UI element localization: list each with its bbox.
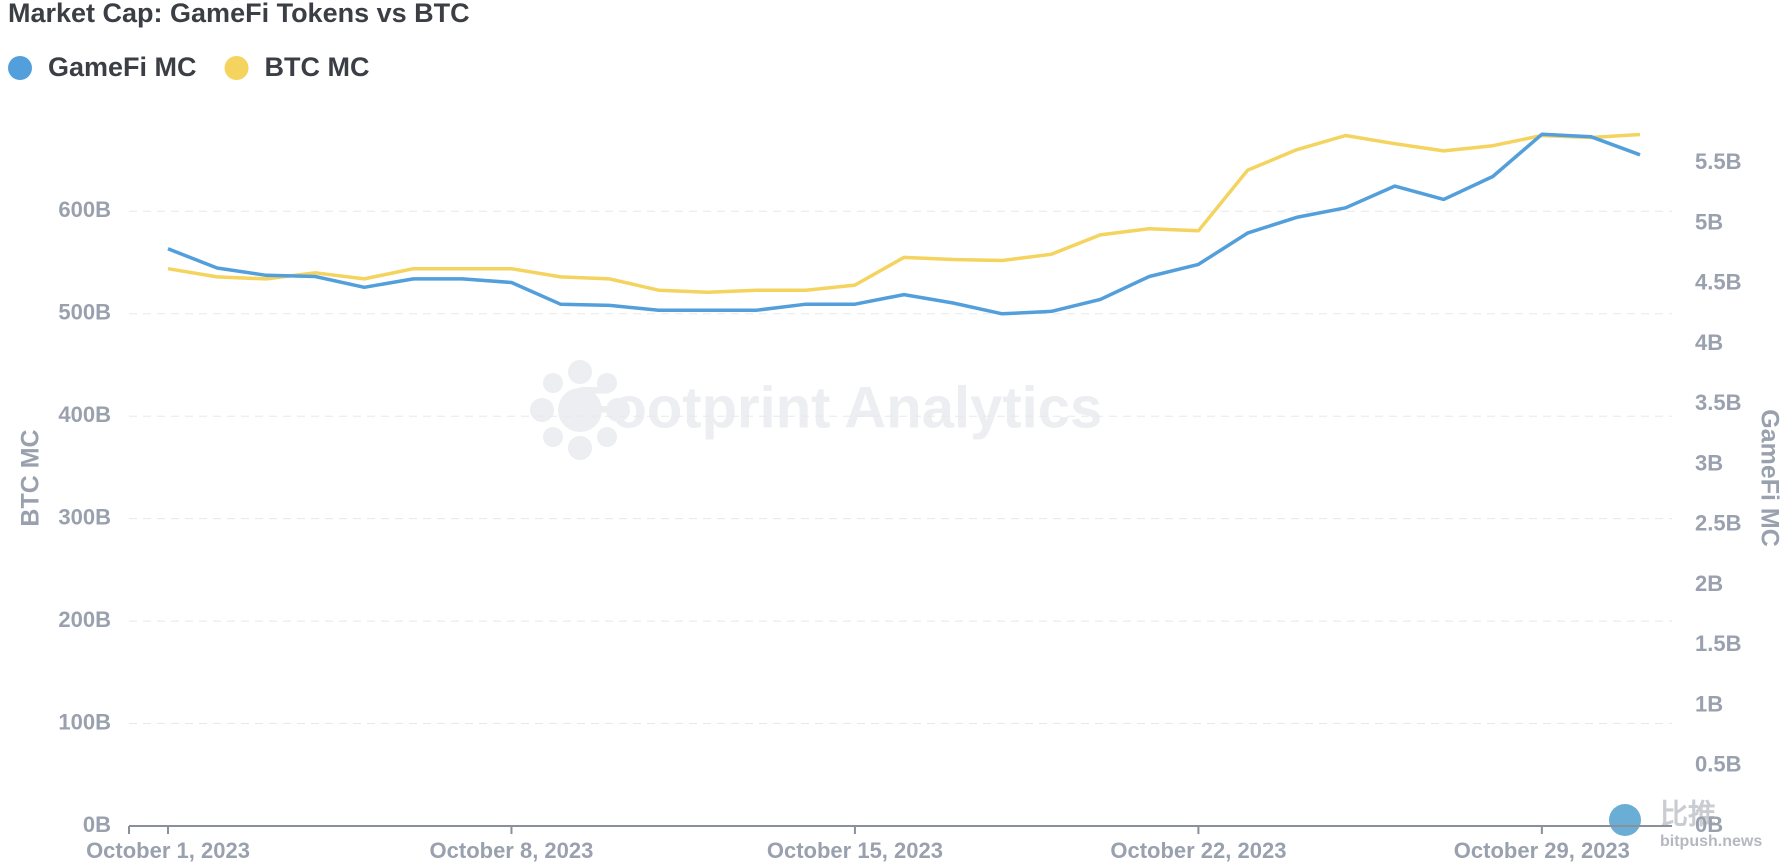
series-line [167, 132, 1641, 316]
source-url: bitpush.news [1660, 833, 1762, 850]
legend-marker [224, 56, 249, 80]
source-logo: 比推 [1660, 798, 1716, 829]
y2-tick-label: 2.5B [1695, 511, 1741, 536]
y2-tick-label: 4B [1695, 330, 1723, 355]
source-logo-icon [1609, 804, 1641, 836]
y2-axis-label: GameFi MC [1755, 409, 1783, 547]
y-tick-label: 100B [58, 709, 111, 734]
y2-tick-label: 3B [1695, 450, 1723, 475]
legend-label: GameFi MC [48, 52, 197, 82]
y2-tick-label: 1.5B [1695, 631, 1741, 656]
y2-tick-label: 0B [1695, 812, 1723, 837]
y-tick-label: 400B [58, 402, 111, 427]
legend-marker [8, 56, 32, 80]
y2-tick-label: 3.5B [1695, 390, 1741, 415]
series-line [167, 132, 1641, 294]
x-tick-label: October 29, 2023 [1454, 838, 1630, 863]
watermark-logo [530, 360, 630, 460]
y2-tick-label: 4.5B [1695, 270, 1741, 295]
x-tick-label: October 1, 2023 [86, 838, 250, 863]
x-tick-label: October 22, 2023 [1110, 838, 1286, 863]
y2-tick-label: 1B [1695, 691, 1723, 716]
y-tick-label: 0B [83, 812, 111, 837]
x-tick-label: October 8, 2023 [430, 838, 594, 863]
y-tick-label: 500B [58, 300, 111, 325]
x-tick-label: October 15, 2023 [767, 838, 943, 863]
chart-title: Market Cap: GameFi Tokens vs BTC [8, 0, 470, 28]
y2-tick-label: 5.5B [1695, 149, 1741, 174]
watermark: Footprint Analytics [576, 375, 1102, 440]
y2-tick-label: 0.5B [1695, 752, 1741, 777]
y-axis-label: BTC MC [17, 429, 45, 526]
y2-tick-label: 2B [1695, 571, 1723, 596]
y-tick-label: 600B [58, 197, 111, 222]
legend-label: BTC MC [265, 52, 370, 82]
y-tick-label: 200B [58, 607, 111, 632]
y-tick-label: 300B [58, 504, 111, 529]
y2-tick-label: 5B [1695, 209, 1723, 234]
